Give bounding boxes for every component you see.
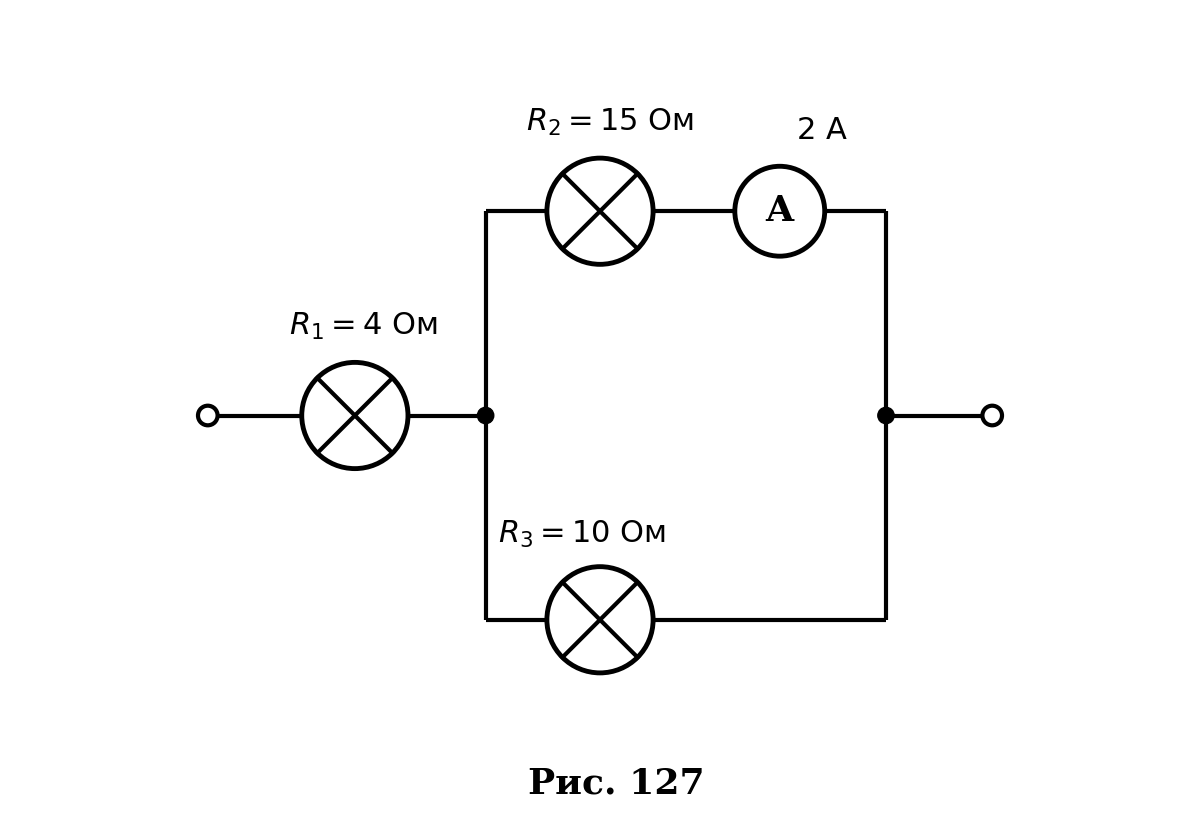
Circle shape xyxy=(478,407,493,424)
Text: Рис. 127: Рис. 127 xyxy=(528,766,704,800)
Circle shape xyxy=(301,362,408,469)
Text: $\mathit{R}_2 = 15\ \mathrm{Ом}$: $\mathit{R}_2 = 15\ \mathrm{Ом}$ xyxy=(527,106,695,138)
Text: $\mathit{R}_1 = 4\ \mathrm{Ом}$: $\mathit{R}_1 = 4\ \mathrm{Ом}$ xyxy=(289,311,438,342)
Text: $\mathit{R}_3 = 10\ \mathrm{Ом}$: $\mathit{R}_3 = 10\ \mathrm{Ом}$ xyxy=(498,519,666,550)
Circle shape xyxy=(547,158,653,264)
Text: A: A xyxy=(766,194,794,229)
Circle shape xyxy=(878,407,894,424)
Circle shape xyxy=(983,406,1002,425)
Circle shape xyxy=(547,567,653,673)
Circle shape xyxy=(734,166,824,256)
Text: $2\ \mathrm{А}$: $2\ \mathrm{А}$ xyxy=(796,115,848,146)
Circle shape xyxy=(198,406,217,425)
